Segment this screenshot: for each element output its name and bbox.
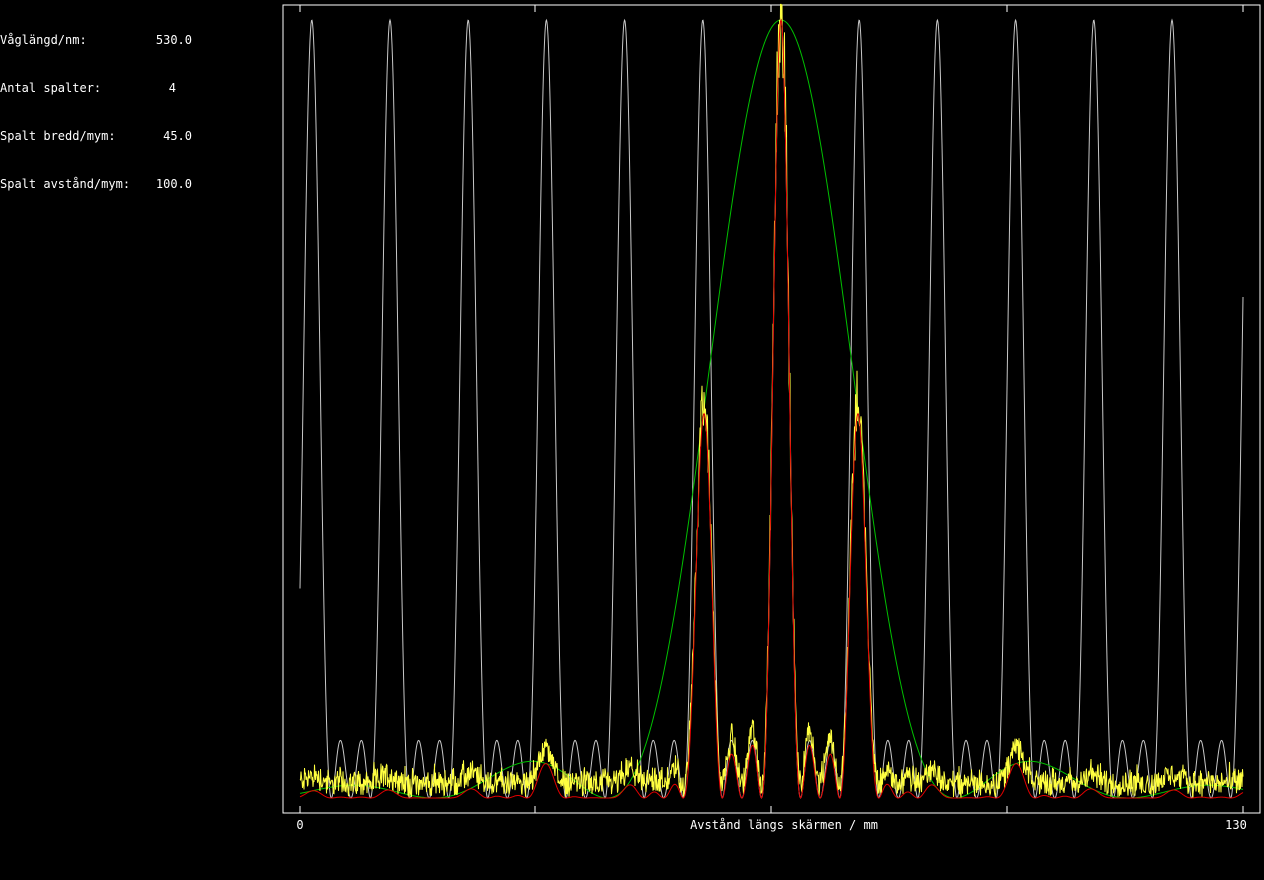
param-label: Antal spalter: [0,81,102,95]
x-tick-label-max: 130 [1225,818,1247,832]
param-wavelength: Våglängd/nm: 530.0 [0,32,192,48]
series-layer [299,3,1244,799]
param-label: Våglängd/nm: [0,33,87,47]
param-num-slits: Antal spalter: 4 [0,80,192,96]
param-value: 4 [168,81,176,95]
axis-ticks [299,5,1244,813]
series-combined-line [299,18,1244,799]
param-slit-width: Spalt bredd/mym: 45.0 [0,128,192,144]
param-value: 45.0 [163,129,192,143]
x-tick-label-min: 0 [296,818,303,832]
param-value: 100.0 [155,177,192,191]
param-label: Spalt bredd/mym: [0,129,116,143]
param-value: 530.0 [155,33,192,47]
x-axis-label: Avstånd längs skärmen / mm [690,818,878,832]
param-label: Spalt avstånd/mym: [0,177,131,191]
parameter-panel: Våglängd/nm: 530.0 Antal spalter: 4 Spal… [0,0,192,208]
series-measured-line [299,3,1244,798]
param-slit-spacing: Spalt avstånd/mym: 100.0 [0,176,192,192]
